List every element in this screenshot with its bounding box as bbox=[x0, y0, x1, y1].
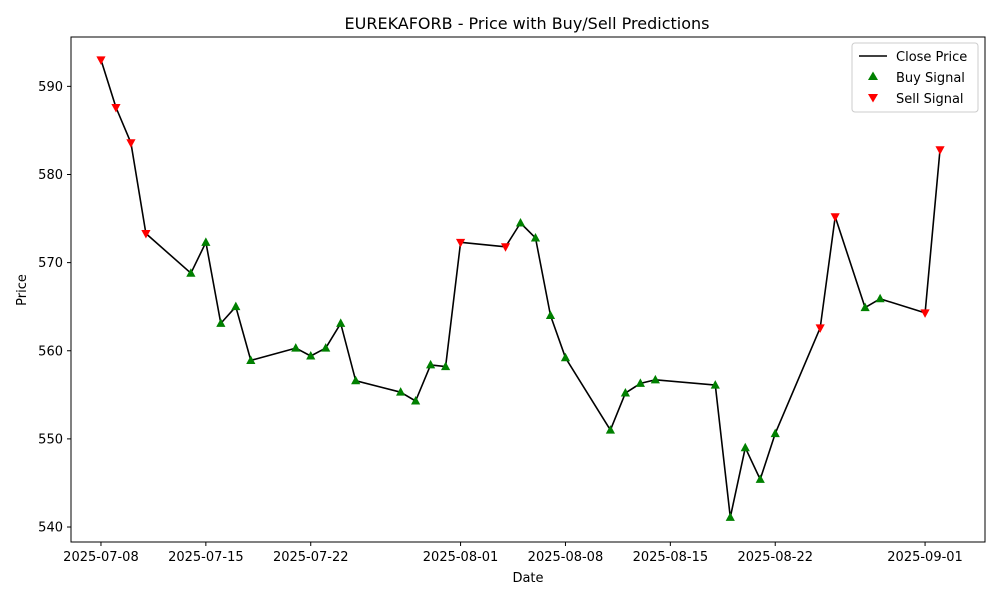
buy-signal-marker bbox=[201, 237, 211, 246]
x-tick-label: 2025-09-01 bbox=[887, 550, 963, 565]
y-tick-label: 580 bbox=[38, 168, 63, 183]
y-tick-label: 560 bbox=[38, 344, 63, 359]
x-axis-title: Date bbox=[512, 571, 543, 586]
buy-signal-marker bbox=[186, 268, 196, 277]
legend-label-buy: Buy Signal bbox=[896, 71, 965, 86]
x-tick-label: 2025-08-01 bbox=[423, 550, 499, 565]
legend-box bbox=[851, 42, 979, 113]
buy-signal-marker bbox=[246, 355, 256, 364]
buy-signal-marker bbox=[231, 301, 241, 311]
legend-label-close: Close Price bbox=[896, 50, 967, 65]
x-tick-label: 2025-08-15 bbox=[633, 550, 709, 565]
y-tick-label: 590 bbox=[38, 80, 63, 95]
sell-signal-marker bbox=[815, 324, 825, 333]
plot-area bbox=[96, 56, 945, 521]
buy-signal-marker bbox=[515, 217, 526, 227]
legend-label-sell: Sell Signal bbox=[896, 92, 964, 107]
buy-signal-marker bbox=[216, 318, 226, 327]
legend-sell-marker bbox=[868, 94, 878, 103]
sell-signal-marker bbox=[920, 309, 930, 318]
buy-signal-marker bbox=[740, 442, 750, 452]
buy-signal-marker bbox=[755, 474, 765, 483]
legend-buy-marker bbox=[868, 71, 878, 80]
plot-frame bbox=[70, 36, 986, 543]
sell-signal-marker bbox=[830, 213, 840, 222]
sell-signal-marker bbox=[935, 146, 945, 155]
sell-signal-marker bbox=[455, 238, 466, 248]
y-axis-title: Price bbox=[15, 274, 30, 306]
x-tick-label: 2025-07-08 bbox=[63, 550, 139, 565]
x-tick-label: 2025-08-22 bbox=[737, 550, 813, 565]
sell-signal-marker bbox=[126, 139, 136, 148]
buy-signal-marker bbox=[351, 375, 361, 385]
buy-signal-marker bbox=[635, 378, 645, 387]
buy-signal-marker bbox=[560, 352, 571, 362]
buy-signal-marker bbox=[770, 428, 780, 438]
chart-title: EUREKAFORB - Price with Buy/Sell Predict… bbox=[345, 14, 710, 33]
buy-signal-marker bbox=[620, 388, 630, 397]
buy-signal-marker bbox=[725, 512, 735, 521]
buy-signal-marker bbox=[710, 380, 720, 389]
buy-signal-marker bbox=[650, 374, 660, 384]
buy-signal-marker bbox=[440, 361, 451, 371]
buy-signal-marker bbox=[336, 318, 346, 327]
y-tick-label: 540 bbox=[38, 521, 63, 536]
close-price-line bbox=[100, 59, 941, 519]
buy-signal-marker bbox=[306, 351, 316, 360]
buy-signal-marker bbox=[605, 425, 616, 434]
x-axis: 2025-07-08 2025-07-15 2025-07-22 2025-08-01… bbox=[63, 542, 963, 565]
y-tick-label: 570 bbox=[38, 256, 63, 271]
x-tick-label: 2025-08-08 bbox=[528, 550, 604, 565]
y-axis: 540 550 560 570 580 590 bbox=[38, 80, 71, 536]
buy-signal-marker bbox=[396, 387, 406, 396]
sell-signal-marker bbox=[96, 56, 106, 65]
x-tick-label: 2025-07-15 bbox=[168, 550, 244, 565]
sell-signal-marker bbox=[500, 243, 511, 252]
buy-signal-marker bbox=[411, 395, 421, 405]
legend: Close Price Buy Signal Sell Signal bbox=[851, 42, 979, 113]
buy-signal-marker bbox=[291, 343, 301, 352]
buy-signal-marker bbox=[530, 232, 541, 242]
sell-signal-marker bbox=[111, 104, 121, 113]
buy-signal-marker bbox=[426, 359, 436, 369]
y-tick-label: 550 bbox=[38, 432, 63, 447]
buy-signal-marker bbox=[545, 310, 556, 319]
buy-signal-marker bbox=[321, 343, 331, 352]
x-tick-label: 2025-07-22 bbox=[273, 550, 349, 565]
buy-signal-marker bbox=[875, 293, 885, 303]
sell-signal-marker bbox=[141, 230, 151, 239]
buy-signal-marker bbox=[860, 302, 870, 312]
